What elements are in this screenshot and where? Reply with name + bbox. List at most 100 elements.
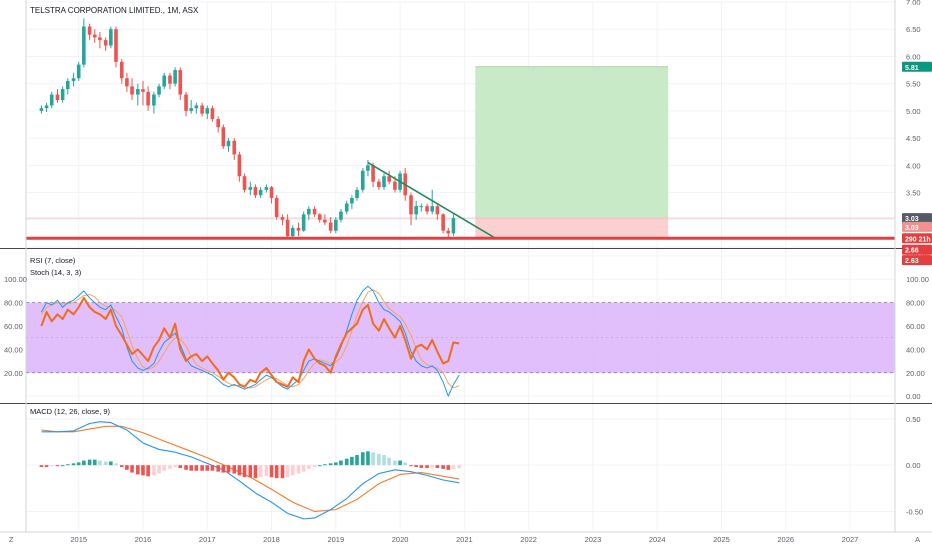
candle-body [409,195,413,215]
candle-body [419,206,424,208]
candle-body [152,94,156,106]
candle-body [55,94,60,100]
candle-body [290,227,295,237]
macd-histogram-bar [361,452,365,466]
macd-histogram-bar [136,465,140,475]
macd-histogram-bar [184,465,188,470]
price-tag-label: 5.81 [905,65,919,72]
rsi-left-tick-label: 80.00 [4,299,23,308]
candle-body [280,217,285,220]
macd-histogram-bar [382,455,386,466]
candle-body [82,26,86,65]
candle-body [425,206,429,212]
macd-histogram-bar [210,465,215,471]
x-tick-label: 2024 [649,535,666,544]
stoch-d-line [41,289,460,389]
candle-body [216,119,220,128]
macd-histogram-bar [290,465,295,476]
x-tick-label: 2018 [263,535,280,544]
candle-body [344,203,349,212]
x-tick-label: 2021 [456,535,473,544]
price-tag-label: 2.63 [905,258,919,265]
x-tick-label: 2026 [777,535,794,544]
macd-label: MACD (12, 26, close, 9) [30,407,111,416]
candle-body [435,206,440,215]
macd-histogram-bar [371,452,375,466]
candle-body [366,165,370,171]
candle-body [65,80,70,90]
macd-histogram-bar [205,465,210,471]
macd-histogram-bar [414,465,418,468]
macd-histogram-bar [55,465,60,467]
macd-histogram-bar [296,465,301,474]
macd-histogram-bar [114,463,118,466]
macd-histogram-bar [173,465,177,468]
macd-histogram-bar [44,465,49,468]
candle-body [162,75,166,87]
x-tick-label: 2025 [713,535,730,544]
stoch-label: Stoch (14, 3, 3) [30,268,82,277]
candle-body [258,189,263,196]
rsi-left-tick-label: 40.00 [4,345,23,354]
trendline [367,161,497,240]
macd-histogram-bar [65,464,70,466]
macd-histogram-bar [103,461,108,466]
macd-histogram-bar [317,465,322,467]
macd-histogram-bar [435,465,440,468]
macd-histogram-bar [189,465,193,471]
macd-histogram-bar [457,465,462,468]
macd-histogram-bar [398,460,402,466]
candle-body [205,108,210,114]
candle-body [451,218,456,234]
macd-histogram-bar [76,462,81,466]
pane-dividers [0,0,932,533]
price-tick-label: 4.50 [906,134,921,143]
macd-histogram-bar [232,465,237,474]
candle-body [387,176,391,182]
candle-body [350,198,354,204]
macd-histogram-bar [339,460,343,466]
macd-line [41,421,460,520]
x-tick-label: 2016 [135,535,152,544]
candles [39,18,456,239]
axis-labels: 2015 2016 2017 2018 2019 2020 2021 2022 2023 2024… [4,0,932,544]
candle-body [328,222,333,231]
candle-body [49,94,54,106]
corner-label-left[interactable]: Z [9,535,14,544]
candle-body [446,230,451,234]
price-tag-box [902,213,932,224]
corner-label-right[interactable]: A [915,535,920,544]
candle-body [109,29,113,46]
macd-histogram-bar [334,462,338,466]
x-tick-label: 2023 [585,535,602,544]
candle-body [323,219,327,223]
macd-histogram-bar [425,465,429,468]
rsi-left-tick-label: 20.00 [4,369,23,378]
candle-body [296,227,301,231]
macd-histogram-bar [226,465,231,473]
candle-body [226,140,231,147]
macd-histogram-bar [152,465,156,476]
candle-body [301,214,306,231]
macd-histogram-bar [221,465,226,473]
candle-body [274,198,279,218]
macd-histogram-bar [258,465,263,478]
price-tick-label: 6.50 [906,25,921,34]
candle-body [130,86,134,95]
rsi-tick-label: 40.00 [906,345,925,354]
candle-body [355,189,359,198]
candle-body [232,140,237,155]
macd-histogram-bar [377,454,381,466]
macd-histogram-bar [253,465,258,479]
candle-body [194,105,199,109]
chart-title: TELSTRA CORPORATION LIMITED., 1M, ASX [30,6,199,15]
macd-histogram-bar [441,465,445,469]
target-zone [475,66,669,219]
macd-histogram-bar [280,465,285,479]
macd-histogram [39,451,462,479]
candle-body [264,187,269,190]
price-tick-label: 3.50 [906,189,921,198]
grid-lines [26,1,895,530]
macd-histogram-bar [323,464,327,466]
